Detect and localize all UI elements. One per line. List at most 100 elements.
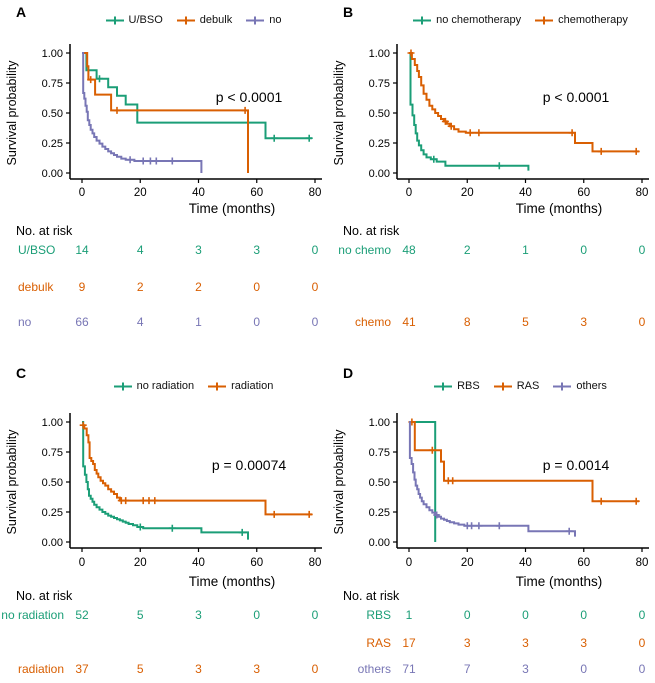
km-curve-RAS [409, 421, 640, 503]
censor-mark-icon [152, 157, 160, 165]
risk-count: 3 [522, 662, 529, 676]
y-axis-title: Survival probability [5, 60, 19, 166]
censor-mark-icon [146, 157, 154, 165]
x-tick-label: 80 [309, 187, 322, 199]
risk-count: 2 [136, 280, 144, 294]
x-tick-label: 0 [79, 187, 85, 199]
censor-mark-icon [468, 522, 476, 530]
legend-label: RAS [516, 380, 540, 392]
y-tick-label: 0.75 [369, 78, 390, 90]
panel-letter-A: A [16, 4, 27, 20]
p-value-label: p = 0.0014 [543, 457, 610, 473]
censor-mark-icon [122, 497, 130, 505]
censor-mark-icon [113, 106, 121, 114]
x-tick-label: 40 [192, 557, 205, 569]
risk-table-header: No. at risk [343, 224, 400, 238]
x-tick-label: 60 [250, 557, 263, 569]
risk-count: 2 [463, 243, 471, 257]
risk-count: 52 [75, 608, 89, 622]
risk-count: 48 [402, 243, 416, 257]
legend-label: chemotherapy [558, 14, 628, 26]
y-tick-label: 1.00 [42, 417, 63, 429]
y-tick-label: 0.75 [42, 78, 63, 90]
risk-count: 0 [638, 243, 646, 257]
censor-mark-icon [495, 522, 503, 530]
risk-count: 3 [195, 662, 202, 676]
legend-D: RBS RAS others [391, 380, 649, 392]
legend-item-others: others [552, 380, 607, 392]
legend-item-RBS: RBS [433, 380, 480, 392]
km-curve-debulk [82, 52, 249, 173]
legend-censor-marker-icon [413, 16, 432, 24]
x-tick-label: 0 [79, 557, 85, 569]
km-curve-no [82, 52, 203, 173]
x-tick-label: 60 [577, 557, 590, 569]
legend-label: radiation [231, 380, 274, 392]
risk-count: 0 [311, 662, 319, 676]
x-tick-label: 80 [309, 557, 322, 569]
censor-mark-icon [270, 510, 278, 518]
km-curve-U-BSO [82, 52, 313, 140]
censor-mark-icon [151, 497, 159, 505]
x-tick-label: 20 [461, 187, 474, 199]
legend-item-debulk: debulk [176, 14, 232, 26]
risk-count: 71 [402, 662, 416, 676]
y-tick-label: 0.75 [42, 447, 63, 459]
risk-count: 4 [136, 243, 144, 257]
censor-mark-icon [407, 49, 415, 57]
risk-row-label-RBS: RBS [366, 608, 391, 622]
risk-row-label-no-chemo: no chemo [338, 243, 391, 257]
legend-censor-marker-icon [434, 382, 453, 390]
risk-row-label-debulk: debulk [18, 280, 54, 294]
risk-table-header: No. at risk [16, 224, 73, 238]
risk-count: 0 [638, 636, 646, 650]
legend-label: debulk [199, 14, 233, 26]
risk-count: 0 [311, 608, 319, 622]
risk-count: 0 [638, 662, 646, 676]
censor-mark-icon [168, 157, 176, 165]
legend-item-radiation: radiation [207, 380, 273, 392]
censor-mark-icon [565, 527, 573, 535]
x-axis-title: Time (months) [189, 201, 276, 216]
risk-row-label-RAS: RAS [366, 636, 391, 650]
censor-mark-icon [632, 497, 640, 505]
km-curve-no-chemotherapy [409, 52, 530, 171]
risk-count: 0 [638, 315, 646, 329]
risk-count: 0 [311, 315, 319, 329]
risk-count: 5 [136, 608, 144, 622]
panel-letter-B: B [343, 4, 354, 20]
p-value-label: p < 0.0001 [543, 89, 610, 105]
legend-item-U-BSO: U/BSO [105, 14, 163, 26]
risk-count: 66 [75, 315, 89, 329]
risk-row-label-chemo: chemo [354, 315, 391, 329]
km-plot-C: 0.00 0.25 0.50 0.75 1.00 0 20 40 60 80 Survival pr… [5, 413, 322, 589]
legend-censor-marker-icon [208, 382, 227, 390]
y-tick-label: 0.50 [42, 477, 63, 489]
km-curve-chemotherapy [409, 52, 640, 153]
x-tick-label: 40 [519, 557, 532, 569]
censor-mark-icon [597, 147, 605, 155]
panel-A: A U/BSO debulk no 0.00 0.25 0.50 0.75 1.00 0 20 40 6… [0, 0, 328, 342]
legend-censor-marker-icon [493, 382, 512, 390]
censor-mark-icon [475, 129, 483, 137]
risk-table-header: No. at risk [343, 589, 400, 603]
censor-mark-icon [168, 524, 176, 532]
legend-censor-marker-icon [246, 16, 265, 24]
x-tick-label: 20 [134, 187, 147, 199]
y-tick-label: 0.25 [42, 507, 63, 519]
y-tick-label: 1.00 [369, 417, 390, 429]
risk-count: 0 [253, 315, 261, 329]
risk-count: 3 [253, 243, 261, 257]
x-tick-label: 80 [636, 187, 649, 199]
censor-mark-icon [126, 156, 134, 164]
risk-count: 37 [75, 662, 89, 676]
legend-A: U/BSO debulk no [64, 14, 322, 26]
x-tick-label: 0 [406, 557, 412, 569]
x-tick-label: 80 [636, 557, 649, 569]
risk-count: 5 [136, 662, 144, 676]
risk-count: 1 [522, 243, 529, 257]
risk-count: 0 [311, 280, 319, 294]
legend-item-no-radiation: no radiation [113, 380, 194, 392]
